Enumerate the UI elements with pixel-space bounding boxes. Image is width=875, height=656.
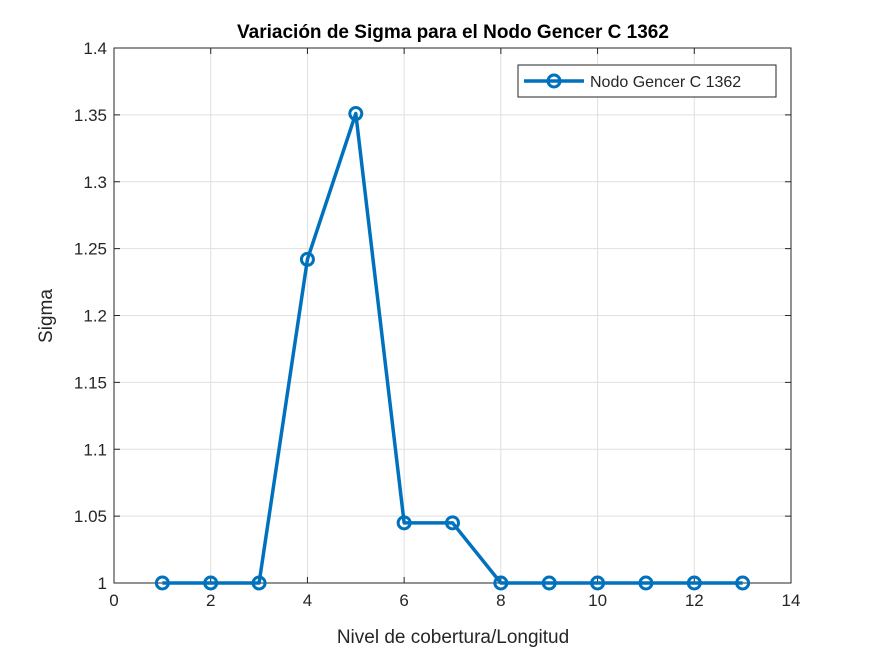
series-layer <box>154 106 751 591</box>
data-point <box>251 575 267 591</box>
x-tick-label: 14 <box>782 591 801 610</box>
data-point <box>396 515 412 531</box>
data-point <box>541 575 557 591</box>
y-tick-label: 1.4 <box>83 39 107 58</box>
data-point <box>590 575 606 591</box>
grid-lines <box>113 47 792 584</box>
x-tick-label: 2 <box>206 591 215 610</box>
y-tick-label: 1.15 <box>74 373 107 392</box>
y-tick-label: 1 <box>98 574 107 593</box>
data-point <box>203 575 219 591</box>
legend-marker-swatch <box>546 73 562 89</box>
series-line <box>162 111 743 585</box>
y-axis-label: Sigma <box>36 289 57 343</box>
data-point <box>735 575 751 591</box>
axis-ticks: 0 2 4 6 8 10 12 14 1 1.05 1.1 1.15 1.2 1.25 1.3 1.35 1.4 <box>74 39 801 610</box>
x-tick-label: 4 <box>303 591 312 610</box>
data-point <box>493 575 509 591</box>
x-axis-label: Nivel de cobertura/Longitud <box>337 627 569 648</box>
x-tick-label: 0 <box>109 591 118 610</box>
x-tick-label: 12 <box>685 591 704 610</box>
legend-label: Nodo Gencer C 1362 <box>590 74 741 91</box>
data-point <box>299 251 315 267</box>
chart-title: Variación de Sigma para el Nodo Gencer C… <box>237 22 669 43</box>
x-tick-label: 8 <box>496 591 505 610</box>
data-point <box>154 575 170 591</box>
data-point <box>686 575 702 591</box>
data-point <box>638 575 654 591</box>
y-tick-label: 1.1 <box>83 440 107 459</box>
y-tick-label: 1.3 <box>83 173 107 192</box>
y-tick-label: 1.25 <box>74 240 107 259</box>
data-point <box>348 106 364 122</box>
x-tick-label: 10 <box>588 591 607 610</box>
y-tick-label: 1.2 <box>83 307 107 326</box>
y-tick-label: 1.35 <box>74 106 107 125</box>
legend: Nodo Gencer C 1362 <box>517 64 777 98</box>
data-point <box>445 515 460 531</box>
y-tick-label: 1.05 <box>74 507 107 526</box>
x-tick-label: 6 <box>399 591 408 610</box>
